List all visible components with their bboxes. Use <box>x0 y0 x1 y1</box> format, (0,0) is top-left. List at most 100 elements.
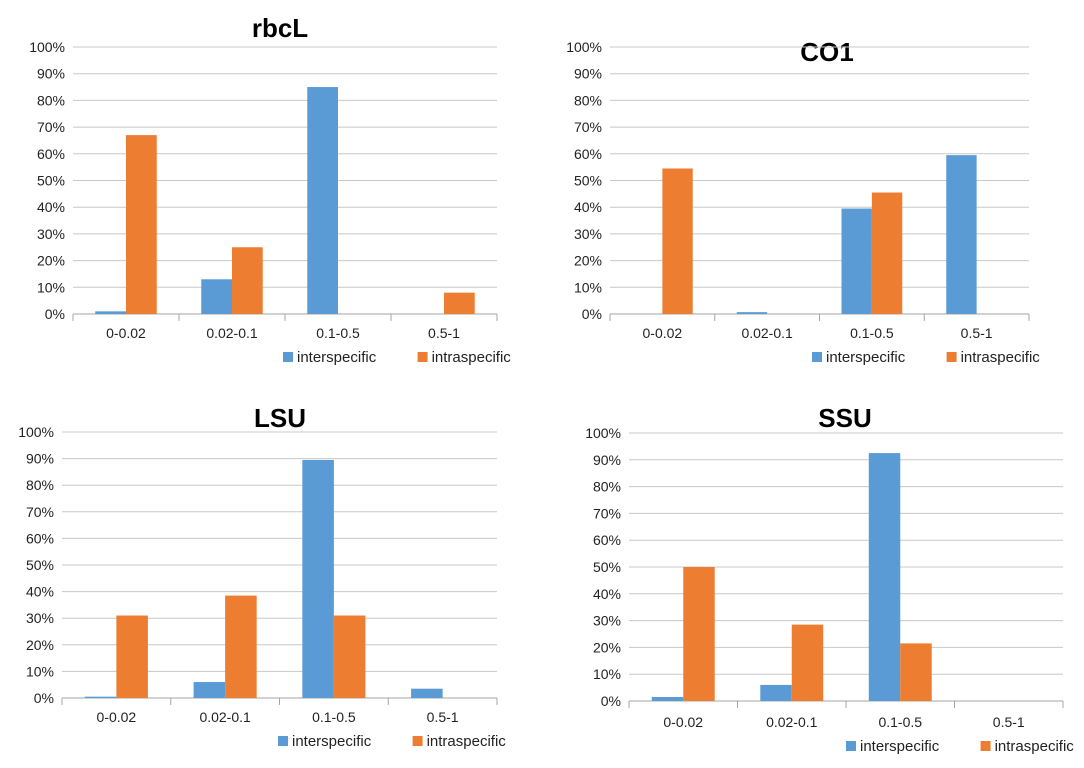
y-tick-label: 60% <box>37 146 65 162</box>
bar-interspecific-0.1-0.5 <box>302 459 334 698</box>
bar-intraspecific-0.02-0.1 <box>225 595 257 698</box>
y-tick-label: 20% <box>37 253 65 269</box>
bar-interspecific-0.02-0.1 <box>736 312 768 314</box>
legend-label-interspecific: interspecific <box>292 733 372 750</box>
y-tick-label: 70% <box>593 505 621 521</box>
y-tick-label: 60% <box>593 532 621 548</box>
x-tick-label: 0-0.02 <box>97 709 137 725</box>
y-tick-label: 80% <box>593 479 621 495</box>
legend-label-interspecific: interspecific <box>826 349 906 366</box>
y-tick-label: 100% <box>585 425 621 441</box>
bar-interspecific-0-0.02 <box>651 696 684 701</box>
bar-intraspecific-0.5-1 <box>444 292 475 314</box>
legend-label-intraspecific: intraspecific <box>961 349 1041 366</box>
bar-interspecific-0.02-0.1 <box>201 279 232 314</box>
chart-title: CO1 <box>800 37 853 67</box>
legend-swatch-intraspecific <box>946 352 957 362</box>
y-tick-label: 100% <box>18 424 54 440</box>
y-tick-label: 90% <box>593 452 621 468</box>
bar-interspecific-0.1-0.5 <box>307 87 338 314</box>
y-tick-label: 40% <box>26 584 54 600</box>
legend-label-intraspecific: intraspecific <box>432 349 512 366</box>
chart-panel-lsu: LSU 0% 10% 20% 30% 40% 50% 60% 70% 80% 90% 100% 0-0.… <box>18 403 506 750</box>
legend-swatch-interspecific <box>812 352 822 362</box>
y-tick-label: 60% <box>574 146 602 162</box>
x-tick-label: 0.1-0.5 <box>312 709 356 725</box>
x-tick-label: 0-0.02 <box>106 325 146 341</box>
chart-panel-ssu: SSU 0% 10% 20% 30% 40% 50% 60% 70% 80% 90% 100% 0-0.… <box>585 403 1074 755</box>
x-tick-label: 0.1-0.5 <box>878 714 922 730</box>
legend-swatch-intraspecific <box>980 741 991 751</box>
y-tick-label: 30% <box>593 613 621 629</box>
x-tick-label: 0-0.02 <box>663 714 703 730</box>
y-tick-label: 40% <box>574 199 602 215</box>
bar-intraspecific-0-0.02 <box>116 615 148 698</box>
y-tick-label: 40% <box>593 586 621 602</box>
bar-interspecific-0.02-0.1 <box>760 684 792 701</box>
y-tick-label: 100% <box>29 39 65 55</box>
y-tick-label: 50% <box>37 173 65 189</box>
legend-swatch-interspecific <box>846 741 856 751</box>
bar-interspecific-0.5-1 <box>946 155 977 314</box>
x-tick-label: 0-0.02 <box>643 325 683 341</box>
legend-label-intraspecific: intraspecific <box>427 733 507 750</box>
chart-title: rbcL <box>252 13 308 43</box>
x-tick-label: 0.02-0.1 <box>199 709 251 725</box>
y-tick-label: 30% <box>574 226 602 242</box>
x-tick-label: 0.5-1 <box>993 714 1025 730</box>
y-tick-label: 60% <box>26 530 54 546</box>
bar-interspecific-0.5-1 <box>411 688 443 698</box>
y-tick-label: 10% <box>593 666 621 682</box>
y-tick-label: 0% <box>582 306 602 322</box>
y-tick-label: 20% <box>593 639 621 655</box>
y-tick-label: 50% <box>574 173 602 189</box>
bar-intraspecific-0-0.02 <box>662 168 693 314</box>
y-tick-label: 90% <box>574 66 602 82</box>
y-tick-label: 90% <box>37 66 65 82</box>
y-tick-label: 0% <box>34 690 54 706</box>
bar-intraspecific-0.02-0.1 <box>232 247 263 314</box>
x-tick-label: 0.5-1 <box>961 325 993 341</box>
bar-interspecific-0-0.02 <box>95 311 126 314</box>
x-tick-label: 0.5-1 <box>428 325 460 341</box>
y-tick-label: 80% <box>574 92 602 108</box>
chart-panel-rbcl: rbcL 0% 10% 20% 30% 40% 50% 60% 70% 80% 90% 100% 0-0… <box>29 13 511 366</box>
y-tick-label: 30% <box>26 610 54 626</box>
legend-swatch-interspecific <box>283 352 293 362</box>
y-tick-label: 20% <box>26 637 54 653</box>
y-tick-label: 0% <box>601 693 621 709</box>
y-tick-label: 0% <box>45 306 65 322</box>
legend-swatch-interspecific <box>278 736 288 746</box>
bar-intraspecific-0.1-0.5 <box>871 192 903 314</box>
y-tick-label: 50% <box>593 559 621 575</box>
x-tick-label: 0.1-0.5 <box>850 325 894 341</box>
bar-interspecific-0-0.02 <box>84 696 117 698</box>
x-tick-label: 0.1-0.5 <box>316 325 360 341</box>
y-tick-label: 70% <box>26 504 54 520</box>
y-tick-label: 80% <box>37 92 65 108</box>
y-tick-label: 70% <box>37 119 65 135</box>
bar-intraspecific-0.1-0.5 <box>333 615 366 698</box>
bar-intraspecific-0-0.02 <box>683 567 715 701</box>
y-tick-label: 40% <box>37 199 65 215</box>
y-tick-label: 10% <box>574 279 602 295</box>
chart-title: SSU <box>818 403 871 433</box>
bar-intraspecific-0.02-0.1 <box>791 624 824 701</box>
bar-interspecific-0.1-0.5 <box>841 208 872 314</box>
bar-interspecific-0.02-0.1 <box>193 682 226 698</box>
legend-label-interspecific: interspecific <box>297 349 377 366</box>
bar-interspecific-0.1-0.5 <box>868 453 901 701</box>
y-tick-label: 80% <box>26 477 54 493</box>
y-tick-label: 10% <box>37 279 65 295</box>
x-tick-label: 0.5-1 <box>427 709 459 725</box>
y-tick-label: 10% <box>26 663 54 679</box>
bar-intraspecific-0.1-0.5 <box>900 643 932 701</box>
y-tick-label: 30% <box>37 226 65 242</box>
x-tick-label: 0.02-0.1 <box>766 714 818 730</box>
y-tick-label: 70% <box>574 119 602 135</box>
legend-label-interspecific: interspecific <box>860 738 940 755</box>
y-tick-label: 100% <box>566 39 602 55</box>
y-tick-label: 90% <box>26 451 54 467</box>
